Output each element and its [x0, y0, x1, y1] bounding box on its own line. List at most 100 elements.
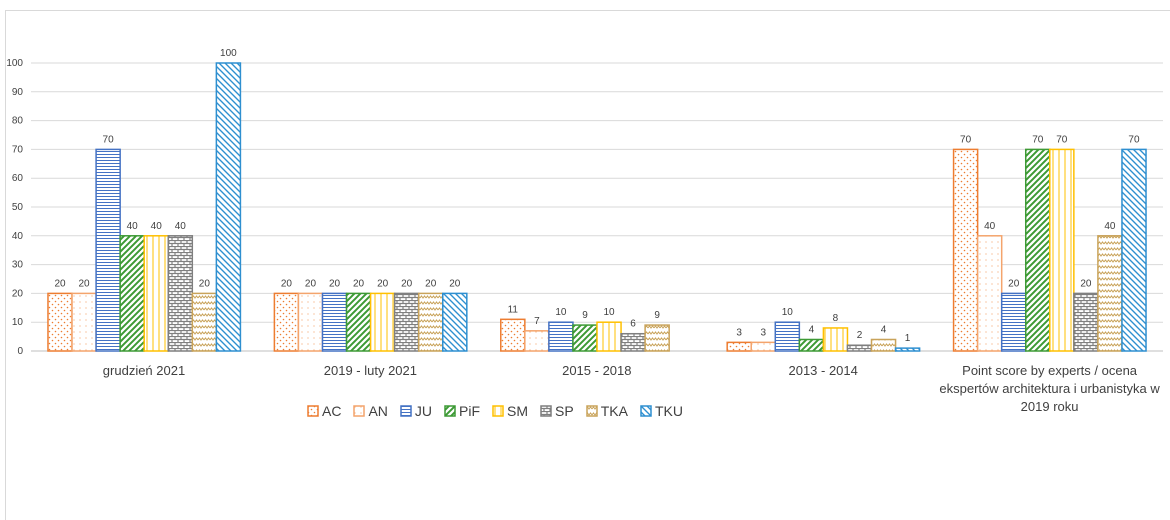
bar	[822, 327, 849, 352]
data-label: 3	[760, 327, 766, 338]
y-tick-label: 10	[12, 317, 24, 328]
data-label: 20	[353, 278, 365, 289]
bar	[976, 235, 1003, 352]
y-tick-label: 0	[17, 346, 23, 357]
legend-label: PiF	[459, 403, 481, 419]
bar	[620, 332, 646, 352]
data-label: 40	[175, 221, 187, 232]
bar	[369, 292, 396, 352]
y-tick-label: 60	[12, 173, 24, 184]
y-tick-label: 20	[12, 288, 24, 299]
data-label: 40	[984, 221, 996, 232]
data-label: 20	[305, 278, 317, 289]
bar	[750, 341, 777, 352]
bar	[644, 324, 670, 352]
bar	[119, 235, 145, 352]
data-label: 20	[281, 278, 293, 289]
legend-swatch	[307, 405, 319, 417]
x-tick-label: 2015 - 2018	[562, 363, 632, 378]
x-tick-label: Point score by experts / ocena ekspertów…	[939, 363, 1160, 414]
bar	[47, 292, 73, 352]
x-tick-label: grudzień 2021	[102, 363, 186, 378]
data-label: 2	[857, 330, 863, 341]
legend-swatch	[640, 405, 652, 417]
bar	[1097, 235, 1123, 352]
y-tick-label: 50	[12, 202, 24, 213]
bar	[321, 292, 348, 352]
bar	[1000, 292, 1027, 352]
bar	[393, 292, 420, 352]
data-label: 11	[508, 304, 519, 315]
legend-swatch	[353, 405, 366, 417]
bar	[1024, 148, 1051, 352]
bar	[1049, 148, 1075, 352]
data-label: 6	[630, 319, 636, 330]
legend-label: AC	[322, 403, 342, 419]
data-label: 20	[79, 278, 91, 289]
data-label: 20	[329, 278, 341, 289]
legend-label: JU	[414, 403, 433, 419]
bar	[894, 347, 921, 352]
bar	[95, 148, 121, 352]
data-label: 100	[220, 48, 237, 59]
data-label: 20	[54, 278, 66, 289]
x-tick-label: 2019 - luty 2021	[323, 363, 417, 378]
data-label: 20	[425, 278, 437, 289]
bar	[167, 235, 194, 352]
data-label: 70	[1056, 134, 1068, 145]
bar	[442, 292, 468, 352]
legend-item: JU	[400, 403, 432, 419]
chart-frame	[5, 10, 1170, 520]
legend-item: TKU	[640, 403, 683, 419]
bar	[500, 318, 526, 352]
bar	[548, 321, 574, 352]
data-label: 9	[654, 310, 660, 321]
data-label: 40	[1104, 221, 1116, 232]
legend-label: SM	[507, 403, 529, 419]
legend-item: AC	[307, 403, 341, 419]
legend-swatch	[444, 405, 456, 417]
legend-label: TKA	[600, 403, 628, 419]
data-label: 70	[103, 134, 115, 145]
data-label: 20	[199, 278, 211, 289]
legend-item: SP	[540, 403, 574, 419]
data-label: 3	[736, 327, 742, 338]
legend-item: PiF	[444, 403, 480, 419]
data-label: 20	[377, 278, 389, 289]
bar	[524, 330, 550, 352]
legend-label: AN	[368, 403, 388, 419]
bar	[798, 338, 825, 352]
bar	[1121, 148, 1147, 352]
y-tick-label: 30	[12, 260, 24, 271]
bar	[870, 338, 897, 352]
bar	[1073, 292, 1099, 352]
data-label: 20	[449, 278, 461, 289]
bar	[297, 292, 324, 352]
legend-item: TKA	[585, 403, 628, 419]
legend: AC AN JU PiF SM SP TKA TKU	[240, 403, 750, 419]
bar	[572, 324, 598, 352]
data-label: 7	[534, 316, 540, 327]
bar	[71, 292, 97, 352]
bar	[215, 62, 242, 352]
legend-swatch	[585, 405, 598, 417]
legend-label: TKU	[654, 403, 683, 419]
bar	[143, 235, 170, 352]
data-label: 70	[960, 134, 972, 145]
data-label: 10	[782, 307, 794, 318]
bar	[846, 344, 873, 352]
data-label: 8	[833, 313, 839, 324]
y-tick-label: 80	[12, 116, 24, 127]
data-label: 4	[881, 324, 887, 335]
data-label: 10	[603, 307, 615, 318]
bar	[273, 292, 300, 352]
data-label: 70	[1128, 134, 1140, 145]
legend-swatch	[400, 405, 412, 417]
data-label: 9	[582, 310, 588, 321]
bar	[345, 292, 372, 352]
data-label: 20	[401, 278, 413, 289]
bar	[774, 321, 801, 352]
y-tick-label: 40	[12, 231, 24, 242]
bar	[417, 292, 444, 352]
